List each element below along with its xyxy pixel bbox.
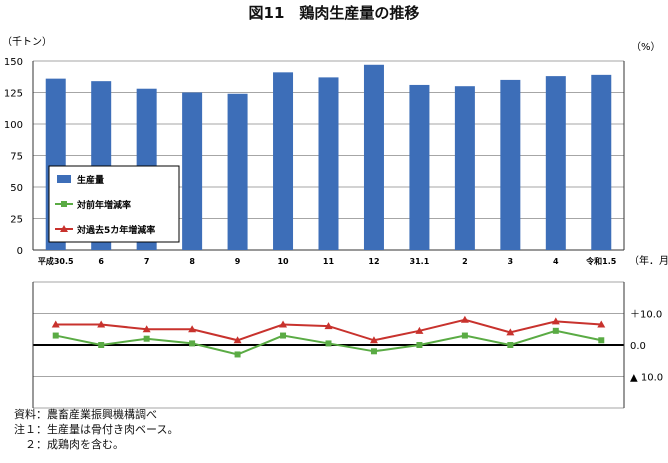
legend-marker — [61, 201, 67, 207]
data-point — [97, 320, 106, 328]
y-tick-label: ＋10.0 — [630, 310, 662, 321]
data-point — [597, 320, 606, 328]
y-tick-label: 0.0 — [630, 341, 646, 352]
axis-labels: （千トン） （%） （年．月） — [2, 36, 668, 267]
data-point — [415, 326, 424, 334]
x-tick-label: 8 — [189, 257, 195, 266]
data-point — [233, 336, 242, 344]
bar — [273, 72, 294, 250]
y-tick-label: 0 — [17, 246, 23, 257]
x-tick-label: 令和1.5 — [585, 256, 617, 266]
bar — [227, 93, 248, 250]
x-tick-label: 12 — [368, 257, 379, 266]
data-point — [370, 348, 377, 355]
legend-marker — [60, 225, 68, 232]
legend-label: 対過去5カ年増減率 — [76, 224, 155, 236]
bar — [182, 92, 203, 250]
x-axis-label: （年．月） — [629, 254, 668, 267]
data-point — [325, 340, 332, 347]
x-tick-label: 10 — [277, 257, 289, 266]
x-tick-label: 6 — [98, 257, 104, 266]
data-point — [416, 342, 423, 348]
data-point — [507, 342, 514, 348]
x-tick-label: 7 — [144, 257, 150, 266]
bar — [545, 76, 566, 251]
note-2: ２：成鶏肉を含む。 — [14, 438, 124, 451]
bottom-y-tick-labels: ＋10.0 0.0 ▲ 10.0 — [630, 310, 663, 384]
y-tick-label: 50 — [10, 183, 23, 194]
note-source: 資料：農畜産業振興機構調べ — [14, 408, 157, 421]
data-point — [98, 342, 105, 348]
data-point — [189, 340, 196, 347]
data-point — [52, 332, 59, 339]
data-point — [460, 315, 469, 323]
y-tick-label: 150 — [4, 57, 23, 68]
x-tick-label: 4 — [553, 257, 559, 266]
x-tick-label: 9 — [235, 257, 241, 266]
data-point — [461, 332, 468, 339]
y-tick-label: 75 — [10, 152, 23, 163]
y-tick-label: ▲ 10.0 — [630, 373, 663, 384]
data-point — [234, 351, 241, 358]
y-tick-label: 100 — [4, 120, 23, 131]
data-point — [279, 320, 288, 328]
data-point — [324, 322, 333, 330]
legend-label: 生産量 — [77, 174, 104, 186]
data-point — [280, 332, 287, 339]
bar — [500, 79, 521, 251]
bar — [363, 64, 384, 250]
y-tick-label: 125 — [4, 89, 23, 100]
data-point — [369, 336, 378, 344]
data-point — [551, 317, 560, 325]
x-tick-label: 11 — [323, 257, 335, 266]
data-point — [506, 328, 515, 336]
data-point — [51, 320, 60, 328]
data-point — [188, 325, 197, 333]
x-tick-labels: 平成30.5 6 7 8 9 10 11 12 31.1 2 3 4 令和1.5 — [38, 256, 617, 266]
note-1: 注１：生産量は骨付き肉ベース。 — [14, 423, 179, 436]
y-axis-label: （千トン） — [2, 36, 52, 48]
bar — [454, 86, 475, 250]
y-tick-label: 25 — [10, 215, 23, 226]
y2-axis-label: （%） — [631, 41, 661, 53]
legend-swatch — [57, 175, 71, 183]
x-tick-label: 31.1 — [410, 257, 430, 266]
bar — [409, 84, 430, 250]
top-y-tick-labels: 0 25 50 75 100 125 150 — [4, 57, 23, 257]
data-point — [143, 335, 150, 342]
bar — [591, 74, 612, 250]
data-point — [552, 327, 559, 334]
data-point — [598, 337, 605, 344]
bar — [318, 77, 339, 250]
x-tick-label: 2 — [462, 257, 468, 266]
data-point — [142, 325, 151, 333]
chart-title: 図11 鶏肉生産量の推移 — [248, 4, 420, 22]
x-tick-label: 3 — [508, 257, 514, 266]
line-series — [51, 315, 606, 358]
legend-label: 対前年増減率 — [76, 199, 131, 211]
x-tick-label: 平成30.5 — [38, 256, 74, 266]
